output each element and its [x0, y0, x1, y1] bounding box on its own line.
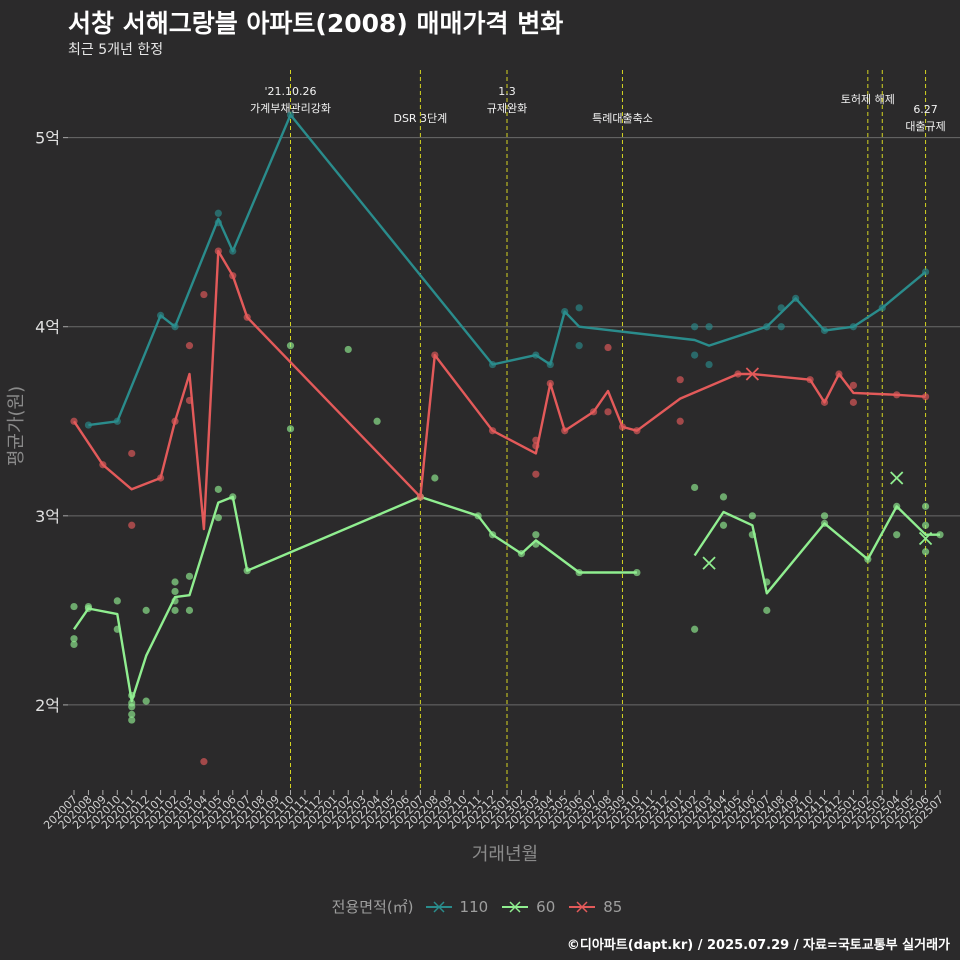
- data-point: [575, 342, 583, 350]
- data-point: [373, 417, 381, 425]
- data-point: [185, 606, 194, 614]
- data-point: [921, 521, 930, 529]
- data-point: [113, 597, 121, 605]
- chart-title: 서창 서해그랑블 아파트(2008) 매매가격 변화: [68, 9, 564, 38]
- legend-item-60: 60: [500, 898, 555, 916]
- event-label: 가계부채관리강화: [250, 102, 331, 115]
- data-point: [691, 625, 699, 633]
- event-label: '21.10.26: [264, 85, 316, 98]
- data-point: [719, 493, 728, 501]
- legend: 전용면적(㎡) 110 60 85: [0, 896, 960, 917]
- data-point: [532, 470, 540, 478]
- legend-label-60: 60: [536, 897, 556, 916]
- data-point: [604, 343, 612, 352]
- data-point: [214, 485, 222, 493]
- data-point: [705, 360, 713, 369]
- data-point: [128, 449, 136, 458]
- data-point: [128, 716, 136, 724]
- event-label: DSR 3단계: [393, 112, 447, 125]
- event-label: 1.3: [498, 85, 516, 98]
- data-point: [200, 290, 208, 299]
- x-axis-title: 거래년월: [472, 844, 538, 865]
- series-line: [693, 505, 940, 595]
- event-label: 규제완화: [487, 102, 527, 115]
- y-tick-label: 5억: [35, 129, 60, 148]
- data-point: [70, 635, 78, 643]
- data-point: [128, 521, 136, 529]
- event-label: 6.27: [913, 103, 938, 116]
- y-tick-label: 3억: [35, 507, 60, 526]
- data-point: [200, 758, 208, 766]
- series-line: [88, 113, 927, 427]
- data-point: [921, 502, 930, 510]
- data-point: [214, 514, 222, 522]
- series-line: [73, 495, 637, 703]
- data-point: [748, 512, 756, 520]
- source-caption: ©디아파트(dapt.kr) / 2025.07.29 / 자료=국토교통부 실…: [566, 938, 950, 953]
- series-85: [70, 247, 930, 766]
- legend-key-85-icon: [569, 900, 596, 913]
- data-point: [604, 408, 612, 416]
- data-point: [128, 703, 136, 711]
- data-point: [142, 697, 150, 705]
- legend-item-110: 110: [424, 897, 489, 916]
- data-point: [128, 710, 136, 718]
- data-point: [719, 521, 728, 529]
- chart-subtitle: 최근 5개년 한정: [68, 42, 164, 58]
- legend-key-110-icon: [425, 900, 452, 913]
- event-label: 특례대출축소: [592, 112, 653, 125]
- legend-label-110: 110: [459, 897, 489, 916]
- data-point: [705, 323, 713, 331]
- data-point: [70, 640, 78, 649]
- data-point: [921, 548, 930, 556]
- y-tick-label: 2억: [35, 696, 60, 715]
- event-label: 대출규제: [905, 120, 945, 133]
- cancelled-marker: [918, 531, 933, 546]
- grid-layer: [68, 137, 960, 706]
- legend-label-85: 85: [603, 897, 623, 916]
- data-point: [575, 304, 583, 312]
- data-point: [171, 578, 179, 586]
- data-point: [344, 345, 352, 354]
- data-point: [820, 512, 829, 520]
- y-axis-title: 평균가(원): [6, 386, 27, 466]
- cancelled-marker: [745, 367, 760, 381]
- series-110: [84, 111, 930, 429]
- data-point: [691, 483, 699, 492]
- data-point: [171, 606, 179, 614]
- data-point: [763, 606, 771, 614]
- data-point: [286, 425, 295, 433]
- data-point: [214, 209, 222, 217]
- series-line: [73, 249, 926, 531]
- data-point: [431, 474, 439, 482]
- series-layer: [70, 111, 944, 766]
- legend-title: 전용면적(㎡): [331, 898, 414, 916]
- data-point: [286, 342, 295, 350]
- data-point: [185, 572, 194, 580]
- data-point: [849, 398, 858, 406]
- data-point: [70, 602, 78, 611]
- axis-layer: 2억3억4억5억20200720200820200920201020201120…: [6, 129, 946, 865]
- data-point: [676, 417, 684, 425]
- data-point: [532, 531, 540, 539]
- data-point: [171, 587, 179, 596]
- data-point: [691, 351, 699, 359]
- legend-item-85: 85: [567, 898, 622, 916]
- y-tick-label: 4억: [35, 318, 60, 337]
- cancelled-marker: [890, 471, 904, 485]
- data-point: [893, 531, 901, 539]
- data-point: [185, 342, 194, 350]
- cancelled-marker: [702, 556, 716, 570]
- data-point: [691, 323, 699, 331]
- event-label: 토허제 해제: [841, 92, 895, 106]
- legend-key-60-icon: [502, 900, 529, 913]
- data-point: [849, 381, 858, 389]
- data-point: [142, 606, 150, 614]
- data-point: [777, 323, 785, 331]
- data-point: [676, 376, 684, 384]
